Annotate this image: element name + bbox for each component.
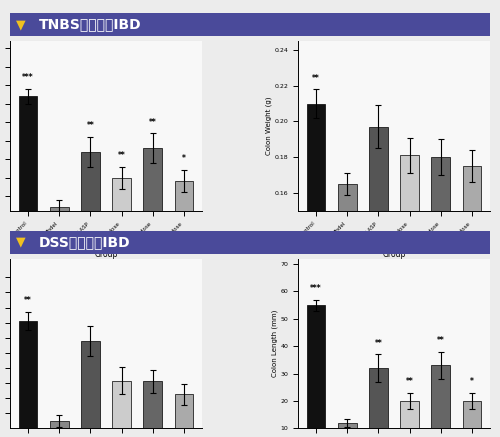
Text: **: ** bbox=[24, 296, 32, 305]
Text: ▼: ▼ bbox=[16, 236, 26, 249]
Bar bbox=[50, 421, 68, 437]
Text: **: ** bbox=[86, 121, 94, 130]
X-axis label: Group: Group bbox=[94, 250, 118, 259]
Text: ***: *** bbox=[22, 73, 34, 82]
Bar bbox=[18, 321, 38, 437]
Text: **: ** bbox=[149, 118, 156, 127]
Bar bbox=[462, 166, 481, 437]
Bar bbox=[18, 97, 38, 307]
Bar bbox=[462, 401, 481, 437]
Text: *: * bbox=[182, 154, 186, 163]
Text: **: ** bbox=[406, 377, 413, 386]
Bar bbox=[81, 152, 100, 307]
Text: **: ** bbox=[437, 336, 444, 345]
Bar bbox=[112, 381, 131, 437]
Bar bbox=[369, 127, 388, 437]
Bar bbox=[432, 157, 450, 437]
Text: TNBS诱导大鼠IBD: TNBS诱导大鼠IBD bbox=[39, 17, 142, 31]
Text: ***: *** bbox=[310, 284, 322, 293]
Text: ▼: ▼ bbox=[16, 18, 26, 31]
Bar bbox=[81, 341, 100, 437]
Y-axis label: Colon Weight (g): Colon Weight (g) bbox=[265, 97, 272, 155]
Bar bbox=[174, 394, 194, 437]
Bar bbox=[112, 177, 131, 307]
Bar bbox=[144, 382, 162, 437]
Text: **: ** bbox=[118, 151, 126, 160]
Bar bbox=[400, 401, 419, 437]
Bar bbox=[338, 423, 356, 437]
Text: **: ** bbox=[312, 73, 320, 83]
Bar bbox=[306, 305, 326, 437]
Text: DSS诱导小鼠IBD: DSS诱导小鼠IBD bbox=[39, 235, 130, 249]
X-axis label: Group: Group bbox=[382, 250, 406, 259]
Y-axis label: Colon Length (mm): Colon Length (mm) bbox=[271, 310, 278, 377]
Bar bbox=[369, 368, 388, 437]
Bar bbox=[400, 156, 419, 437]
Bar bbox=[338, 184, 356, 437]
Text: *: * bbox=[470, 377, 474, 386]
Bar bbox=[174, 181, 194, 307]
Bar bbox=[144, 148, 162, 307]
Text: **: ** bbox=[374, 339, 382, 347]
Bar bbox=[432, 365, 450, 437]
Bar bbox=[50, 207, 68, 307]
Bar bbox=[306, 104, 326, 437]
